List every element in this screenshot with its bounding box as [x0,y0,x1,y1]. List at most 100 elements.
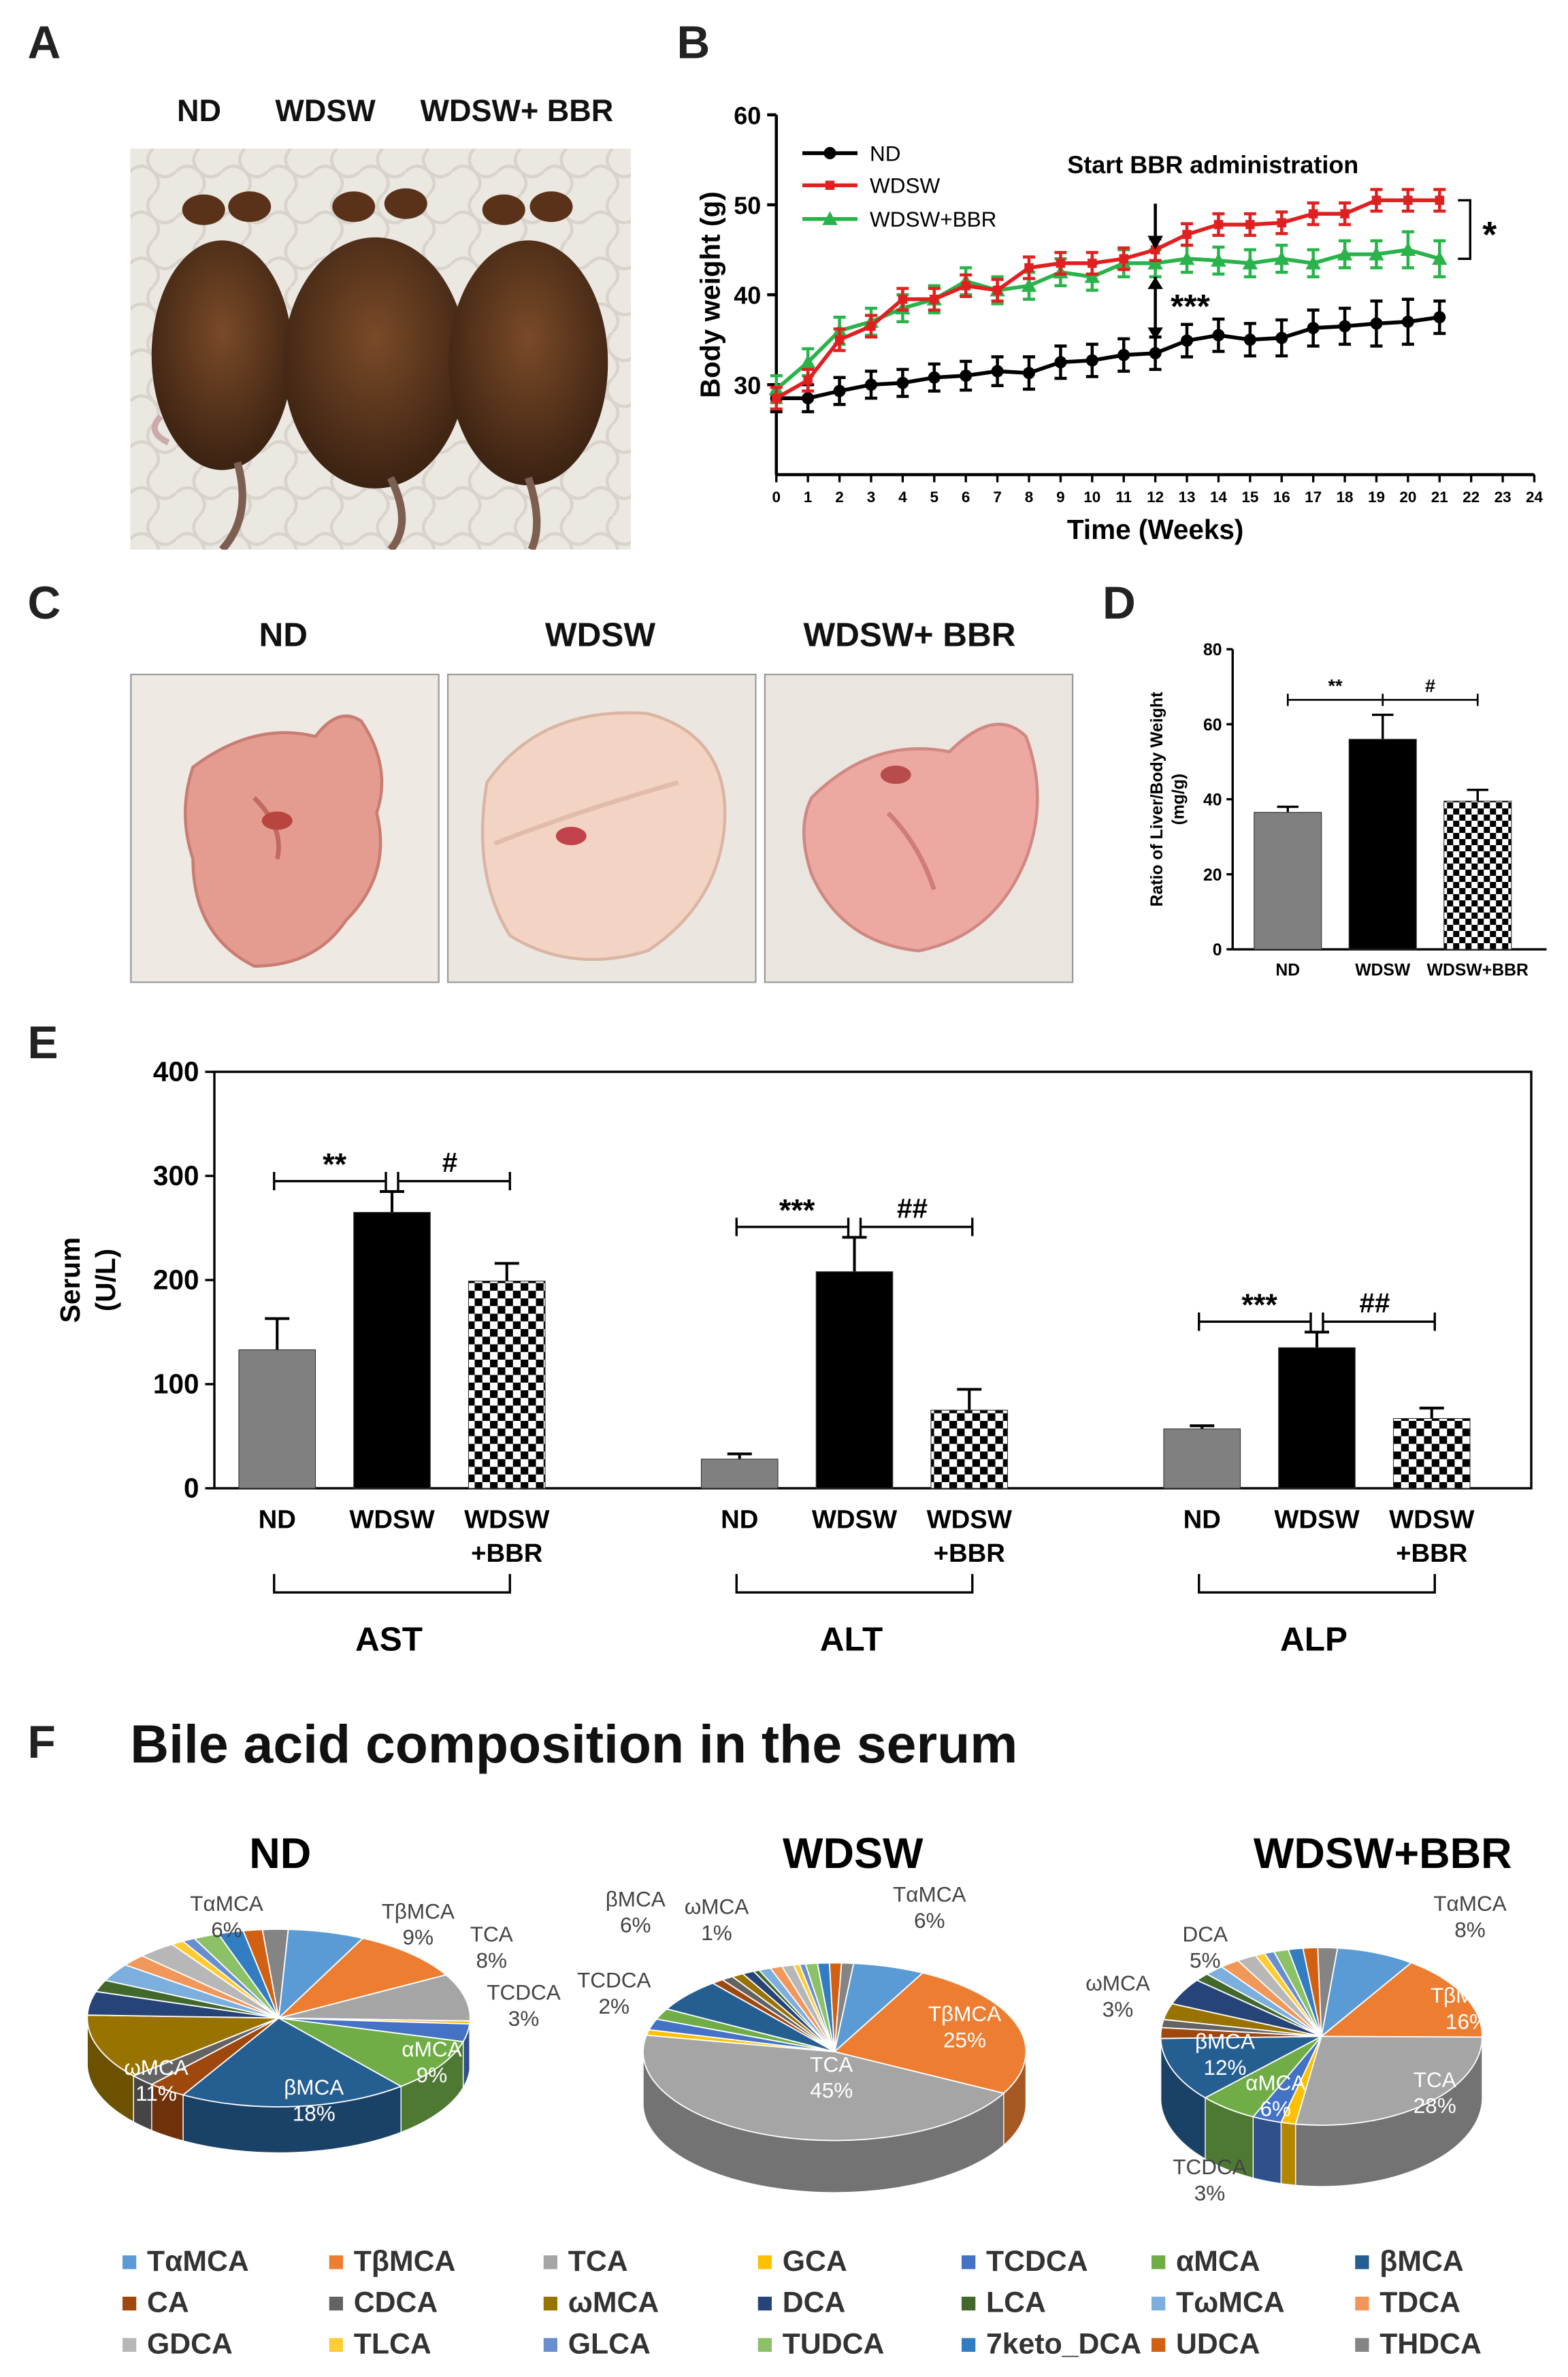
pie-label-2-6: 3% [1102,1997,1134,2021]
x-tick-label: ND [1183,1505,1221,1535]
bar-nd [1254,812,1322,950]
x-tick-label: +BBR [471,1539,542,1568]
data-point [1308,209,1318,218]
data-point [864,378,877,391]
pie-label-1-3: TCDCA [577,1968,651,1993]
pie-label-2-2: TCA [1414,2067,1456,2092]
pie-slice-2-TCA [1294,2035,1483,2126]
data-point [960,370,973,382]
significance-label: # [442,1147,457,1178]
y-axis-label-line2: (U/L) [90,1249,121,1311]
legend-label: βMCA [1379,2245,1463,2278]
x-tick-label: 10 [1083,489,1100,506]
pie-label-1-0: TαMCA [893,1882,966,1907]
data-point [1024,263,1034,273]
legend-marker [822,211,838,225]
legend-label: CA [147,2286,189,2319]
x-tick-label: 13 [1179,489,1196,506]
bar-alp-1 [1278,1347,1356,1489]
x-tick-label: 14 [1210,489,1228,506]
pie-label-1-5: ωMCA [685,1895,749,1919]
y-tick-label: 50 [734,191,761,219]
x-tick-label: 24 [1526,489,1544,506]
data-point [1275,331,1288,344]
bar-wdsw [1348,738,1417,950]
data-point [1150,245,1160,255]
legend-label: ND [870,141,901,165]
data-point [1023,367,1035,380]
x-tick-label: WDSW [1355,961,1411,979]
liver-photo-nd [130,674,440,983]
x-tick-label: 9 [1056,489,1065,506]
x-tick-label: 12 [1147,489,1164,506]
y-tick-label: 40 [734,282,761,310]
data-point [961,281,970,291]
liver-ratio-bar-chart: 0 20 40 60 80 Ratio of Liver/Body Weight (mg/g… [1148,641,1547,979]
legend-label: TωMCA [1176,2286,1285,2319]
y-axis-label-line1: Serum [54,1237,86,1323]
pie-label-1-2: TCA [810,2052,853,2076]
mouse-nd [151,191,293,550]
x-tick-label: 22 [1463,489,1480,506]
bar-ast-2 [468,1280,546,1489]
legend-swatch [962,2338,976,2352]
pie-slice-0-TαMCA [278,1929,365,2020]
pie-label-1-1: 25% [943,2027,986,2052]
y-axis-label-line2: (mg/g) [1169,774,1188,825]
pie-label-1-0: 6% [914,1908,945,1933]
data-point [800,355,816,369]
panel-label-f: F [27,1718,56,1769]
data-point [896,376,909,389]
panel-label-c: C [27,578,61,629]
pie-label-0-6: 11% [135,2081,177,2105]
data-point [1435,195,1445,206]
data-point [930,294,939,304]
legend-swatch [962,2255,976,2269]
pie-label-0-0: TαMCA [190,1891,263,1916]
pie-label-0-4: 9% [416,2063,448,2087]
data-point [1181,334,1194,347]
x-tick-label: 21 [1431,489,1448,506]
legend-label: TLCA [354,2327,431,2360]
x-tick-label: +BBR [934,1539,1005,1568]
x-tick-label: +BBR [1396,1539,1467,1568]
x-tick-label: WDSW [1389,1505,1475,1535]
legend-swatch [962,2297,976,2311]
data-point [1245,220,1255,229]
y-tick-label: 200 [153,1264,199,1296]
legend-swatch [543,2255,557,2269]
y-tick-label: 30 [734,372,761,399]
y-tick-label: 40 [1203,791,1222,810]
legend-label: TβMCA [354,2245,456,2278]
significance-label: ** [1328,676,1343,696]
data-point [1371,195,1382,206]
pie-label-1-1: TβMCA [928,2001,1001,2026]
x-tick-label: 7 [993,489,1002,506]
x-tick-label: 6 [962,489,970,506]
data-point [1149,347,1162,360]
group-bracket [273,1574,511,1594]
data-point [1147,255,1163,269]
data-point [1021,278,1037,292]
pie-label-1-5: 1% [701,1920,732,1945]
pie-label-0-1: 9% [402,1925,434,1950]
data-point [1401,315,1414,328]
x-tick-label: 20 [1399,489,1416,506]
panel-label-a: A [27,18,61,69]
legend-marker [823,147,836,159]
legend-swatch [329,2297,343,2311]
significance-label: ## [1359,1288,1390,1319]
x-tick-label: 18 [1337,489,1354,506]
legend-label: TUDCA [783,2327,885,2360]
x-tick-label: WDSW+BBR [1427,961,1529,979]
pie-label-0-5: βMCA [284,2075,344,2099]
x-tick-label: WDSW [349,1505,435,1535]
data-point [1182,229,1192,240]
group-bracket [1198,1574,1436,1594]
data-point [1339,320,1352,333]
x-tick-label: 3 [867,489,876,506]
legend-swatch [757,2338,772,2352]
legend-swatch [757,2297,772,2311]
data-point [1277,218,1286,228]
